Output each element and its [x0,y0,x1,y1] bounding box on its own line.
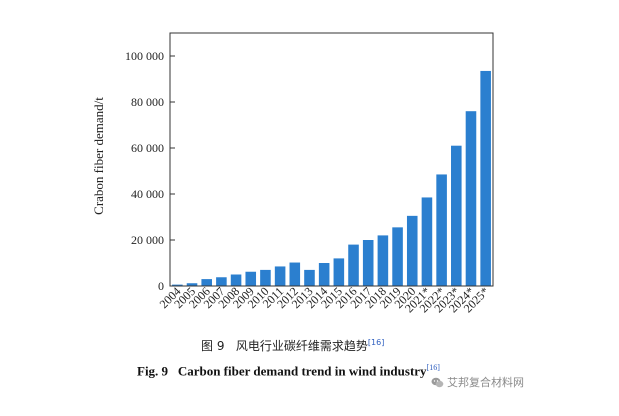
y-tick-label: 80 000 [131,95,164,109]
wechat-icon [431,377,444,387]
bar [333,258,345,286]
bars [172,70,491,286]
bar [304,269,315,286]
bar [186,283,198,286]
bar [436,174,447,286]
bar [172,284,183,286]
bar-chart: Crabon fiber demand/t 0 20 000 40 000 60 00… [91,32,494,315]
y-axis-label: Crabon fiber demand/t [91,97,106,215]
y-tick-label: 100 000 [125,49,164,63]
y-tick-label: 0 [158,279,164,293]
watermark: 艾邦复合材料网 [431,374,524,390]
bar [480,70,491,286]
bar [230,274,242,286]
bar [406,215,418,286]
bar [362,240,374,286]
y-tick-label: 40 000 [131,187,164,201]
y-tick-label: 60 000 [131,141,164,155]
bar [451,145,462,286]
caption-en-ref: [16] [426,363,440,372]
figure-caption-chinese: 图 9 风电行业碳纤维需求趋势[16] [201,337,384,354]
y-tick-label: 20 000 [131,233,164,247]
caption-cn-text: 风电行业碳纤维需求趋势 [235,339,368,353]
bar [274,266,286,286]
caption-cn-label: 图 9 [201,339,225,353]
figure-caption-english: Fig. 9 Carbon fiber demand trend in wind… [137,363,440,379]
y-ticks: 0 20 000 40 000 60 000 80 000 100 000 [125,49,175,293]
bar [377,235,389,286]
x-ticks: 2004200520062007200820092010201120122013… [157,284,492,315]
watermark-text: 艾邦复合材料网 [447,376,524,389]
bar [392,227,403,286]
bar [245,271,257,286]
bar [289,262,301,286]
caption-en-text: Carbon fiber demand trend in wind indust… [177,363,427,379]
bar [421,197,433,286]
bar [348,244,359,286]
bar [318,263,330,286]
caption-en-label: Fig. 9 [137,363,169,379]
caption-cn-ref: [16] [367,338,385,347]
bar [260,269,271,286]
plot-frame [169,32,494,287]
bar [216,277,227,286]
bar [465,111,477,286]
bar [201,279,212,286]
